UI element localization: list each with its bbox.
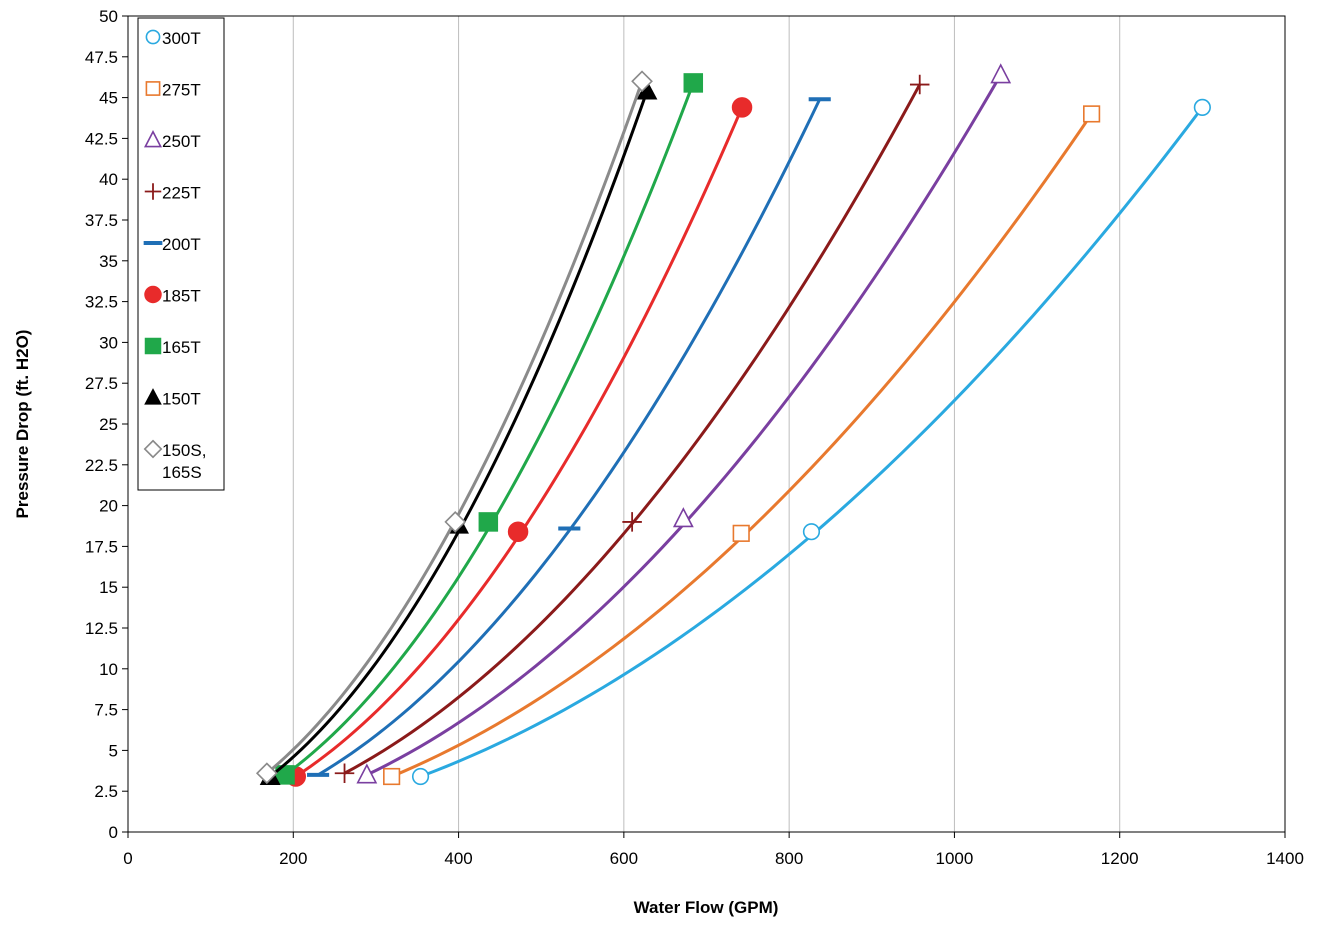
x-tick-label: 0 (123, 849, 132, 868)
legend-marker (144, 183, 162, 200)
y-tick-label: 20 (99, 497, 118, 516)
data-point (683, 73, 704, 93)
data-point (732, 524, 750, 542)
data-point (356, 763, 378, 784)
data-point (909, 74, 930, 95)
legend-item: 150S, 165S (143, 439, 206, 482)
series-250t (356, 63, 1012, 784)
data-point (731, 97, 753, 118)
x-tick-label: 200 (279, 849, 307, 868)
legend: 300T 275T 250T 225T 200T 185T 165T 150T 150S, 165… (137, 17, 225, 491)
data-point (802, 523, 821, 541)
data-point (990, 63, 1012, 84)
data-point (507, 521, 529, 542)
y-tick-label: 2.5 (94, 782, 118, 801)
y-tick-label: 30 (99, 333, 118, 352)
y-tick-label: 32.5 (85, 293, 118, 312)
data-point (1083, 105, 1101, 123)
legend-label: 165T (162, 338, 201, 357)
y-axis: 0 2.5 5 7.5 10 12.5 15 17.5 20 22.5 25 27.5 30 32.5 35… (85, 7, 128, 842)
y-tick-label: 5 (109, 741, 118, 760)
y-tick-label: 17.5 (85, 537, 118, 556)
legend-marker (145, 29, 161, 45)
legend-item: 250T (143, 130, 201, 151)
legend-marker (144, 388, 162, 405)
series-200t (307, 97, 831, 777)
y-tick-label: 12.5 (85, 619, 118, 638)
series-165t (275, 73, 704, 785)
series-150s-165s (255, 70, 653, 785)
series-layer (255, 63, 1211, 787)
legend-marker (144, 285, 162, 304)
y-tick-label: 37.5 (85, 211, 118, 230)
y-tick-label: 27.5 (85, 374, 118, 393)
legend-item: 185T (144, 285, 201, 306)
y-tick-label: 0 (109, 823, 118, 842)
legend-marker (145, 81, 161, 96)
legend-marker (144, 337, 162, 355)
legend-item: 225T (144, 183, 201, 203)
legend-box (137, 17, 225, 491)
data-point (631, 70, 653, 93)
data-point (672, 507, 694, 528)
x-tick-label: 1000 (936, 849, 974, 868)
legend-label: 165S (162, 463, 202, 482)
legend-item: 165T (144, 337, 201, 357)
series-275t (383, 105, 1101, 786)
legend-label: 225T (162, 184, 201, 203)
y-tick-label: 50 (99, 7, 118, 26)
y-tick-label: 7.5 (94, 701, 118, 720)
data-point (255, 762, 278, 785)
x-tick-label: 400 (444, 849, 472, 868)
legend-item: 150T (144, 388, 201, 409)
legend-label: 185T (162, 287, 201, 306)
y-tick-label: 40 (99, 170, 118, 189)
x-axis: 0 200 400 600 800 1000 1200 1400 (123, 832, 1304, 868)
legend-marker (143, 439, 163, 459)
y-tick-label: 42.5 (85, 129, 118, 148)
legend-label: 275T (162, 81, 201, 100)
x-tick-label: 600 (610, 849, 638, 868)
legend-label: 150S, (162, 441, 206, 460)
y-tick-label: 45 (99, 89, 118, 108)
y-tick-label: 47.5 (85, 48, 118, 67)
y-tick-label: 25 (99, 415, 118, 434)
x-tick-label: 1400 (1266, 849, 1304, 868)
data-point (1193, 98, 1211, 116)
legend-item: 300T (145, 29, 201, 48)
y-axis-title: Pressure Drop (ft. H2O) (13, 330, 32, 519)
x-tick-label: 800 (775, 849, 803, 868)
data-point (622, 512, 642, 532)
y-tick-label: 10 (99, 660, 118, 679)
series-225t (334, 74, 930, 783)
y-tick-label: 35 (99, 252, 118, 271)
data-point (478, 512, 499, 532)
data-point (334, 763, 355, 783)
data-point (383, 767, 401, 786)
series-300t (411, 98, 1211, 786)
data-point (444, 511, 467, 533)
y-tick-label: 22.5 (85, 456, 118, 475)
y-tick-label: 15 (99, 578, 118, 597)
legend-marker (143, 130, 163, 148)
legend-label: 150T (162, 390, 201, 409)
x-axis-title: Water Flow (GPM) (634, 898, 779, 917)
series-line (317, 98, 822, 777)
legend-label: 250T (162, 132, 201, 151)
legend-label: 200T (162, 235, 201, 254)
data-point (636, 80, 658, 100)
legend-item: 275T (145, 81, 201, 100)
data-point (411, 767, 430, 786)
x-tick-label: 1200 (1101, 849, 1139, 868)
legend-item: 200T (143, 235, 201, 254)
legend-label: 300T (162, 29, 201, 48)
